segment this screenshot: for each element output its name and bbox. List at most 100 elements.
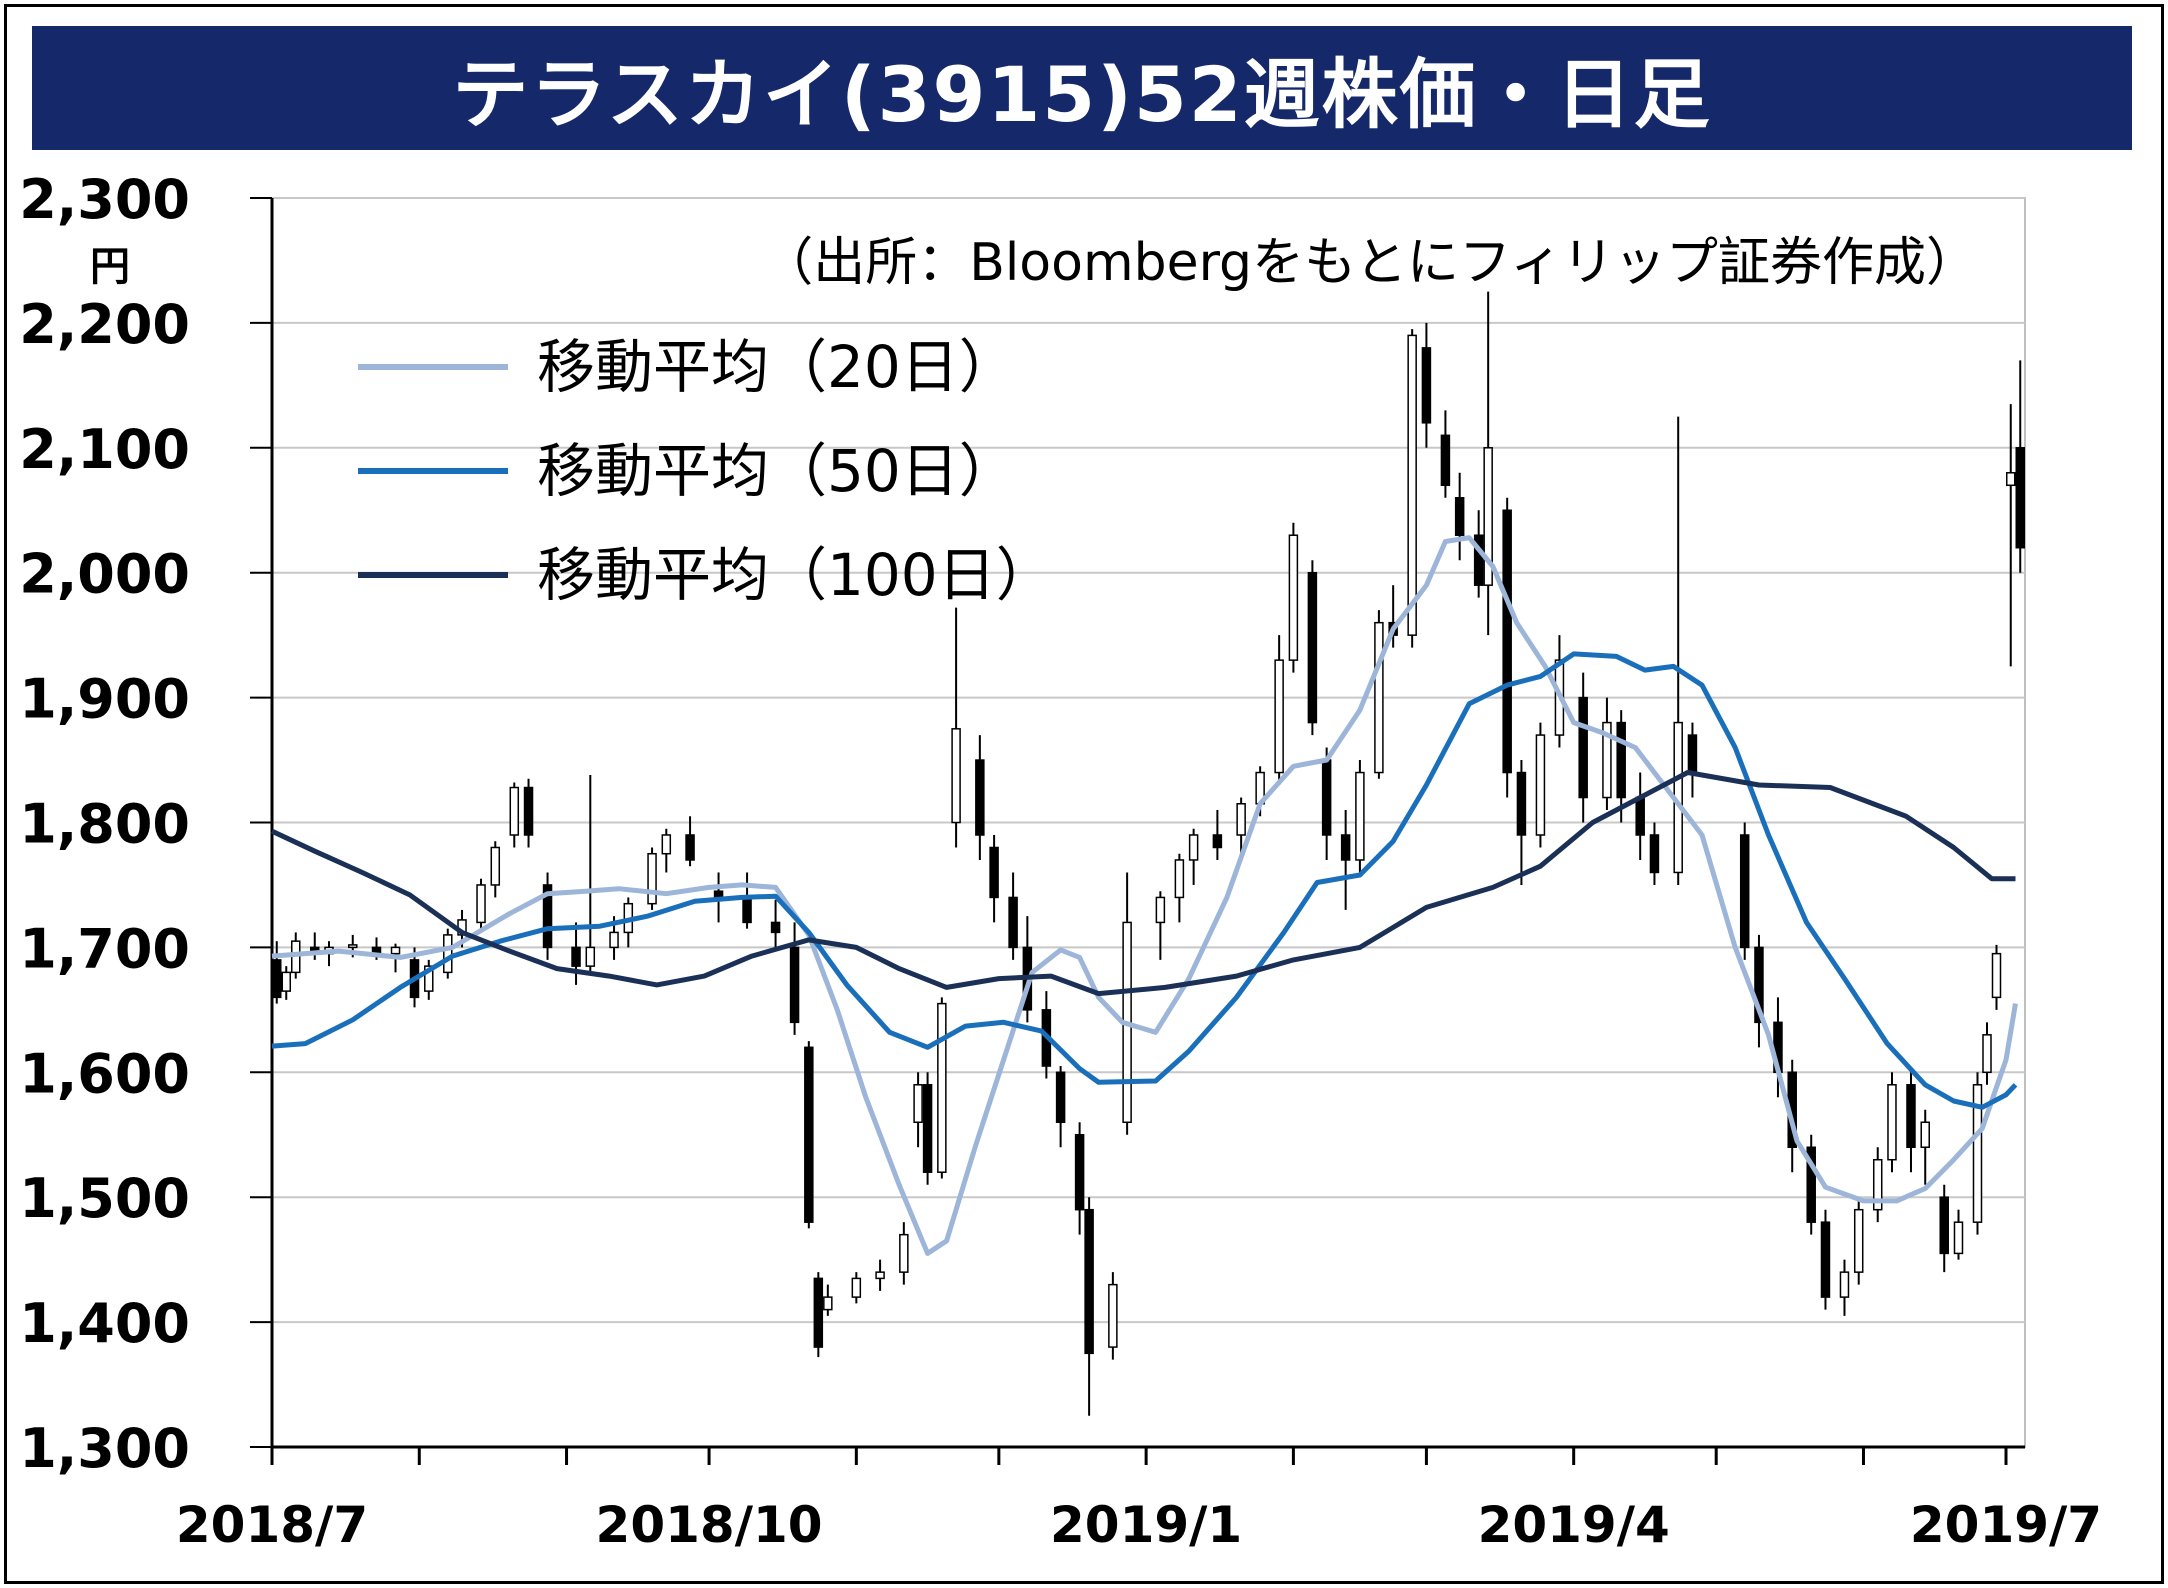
candle-body [390, 946, 401, 955]
candle-body [1212, 834, 1223, 849]
candle-body [281, 971, 292, 992]
ma-line-2 [271, 651, 2018, 1110]
candle-body [813, 1277, 824, 1348]
y-axis-ticks: 1,300 1,400 1,500 1,600 1,700 1,800 1,900 2,000… [19, 168, 272, 1480]
y-tick-label: 2,300 [19, 168, 190, 231]
y-tick-label: 1,300 [19, 1417, 190, 1480]
y-tick-label: 1,500 [19, 1167, 190, 1230]
x-tick-label: 2019/7 [1910, 1496, 2102, 1554]
candle-body [1982, 1034, 1992, 1074]
y-tick-label: 1,700 [19, 917, 190, 980]
ma-line-3 [270, 770, 2016, 997]
source-note: （出所：Bloombergをもとにフィリップ証券作成） [761, 233, 1978, 293]
candle-body [348, 944, 358, 949]
candle-body [647, 852, 657, 905]
candle-body [1174, 859, 1185, 899]
candle-body [1421, 347, 1432, 424]
candle-body [476, 884, 486, 924]
candle-body [1739, 834, 1750, 949]
y-axis-unit-label: 円 [90, 244, 130, 290]
candle-body [1616, 721, 1626, 799]
candle-body [2015, 447, 2025, 549]
x-tick-label: 2019/1 [1050, 1496, 1242, 1554]
candle-body [1440, 434, 1451, 487]
candle-body [1274, 659, 1284, 774]
candle-body [1502, 509, 1512, 774]
candle-body [1108, 1283, 1118, 1348]
candle-body [1084, 1208, 1094, 1355]
y-tick-label: 1,400 [19, 1292, 190, 1355]
candle-body [509, 786, 520, 836]
candle-body [1754, 946, 1764, 1024]
candle-body [1991, 952, 2002, 999]
candle-body [1340, 834, 1351, 861]
candle-body [1236, 803, 1246, 836]
candle-body [1155, 896, 1166, 924]
candle-body [1407, 334, 1417, 636]
candle-body [1188, 834, 1199, 861]
candle-body [1288, 534, 1299, 661]
candle-body [989, 846, 999, 899]
candle-body [1839, 1271, 1850, 1298]
candle-body [851, 1277, 862, 1298]
candle-body [1516, 771, 1527, 836]
candle-body [609, 931, 619, 949]
candle-body [2005, 472, 2016, 487]
candle-body [1074, 1134, 1085, 1211]
chart-title: テラスカイ(3915)52週株価・日足 [32, 26, 2132, 150]
candle-body [1535, 734, 1546, 836]
candle-body [1602, 721, 1612, 799]
candle-body [1939, 1196, 1949, 1255]
legend-label-2: 移動平均（50日） [537, 437, 1017, 505]
candle-body [937, 1002, 947, 1173]
candle-body [1649, 834, 1660, 874]
candle-body [1972, 1084, 1983, 1223]
y-tick-label: 1,800 [19, 793, 190, 856]
y-tick-label: 2,100 [19, 418, 190, 481]
candle-body [1887, 1084, 1897, 1161]
legend-label-3: 移動平均（100日） [537, 541, 1054, 609]
y-tick-label: 2,200 [19, 293, 190, 356]
candle-body [789, 946, 800, 1024]
candle-body [742, 896, 752, 924]
y-tick-label: 2,000 [19, 543, 190, 606]
candle-body [913, 1084, 923, 1124]
candle-body [1473, 534, 1484, 586]
gridlines [271, 197, 2026, 1448]
candle-body [770, 921, 781, 934]
candle-body [571, 946, 581, 967]
candle-body [713, 890, 724, 899]
candle-body [1321, 759, 1332, 836]
candle-body [523, 786, 534, 836]
x-axis-ticks: 2018/7 2018/10 2019/1 2019/4 2019/7 [176, 1447, 2102, 1554]
legend: 移動平均（20日） 移動平均（50日） 移動平均（100日） [358, 333, 1054, 609]
x-tick-label: 2018/7 [176, 1496, 368, 1554]
candle-body [899, 1233, 909, 1273]
x-tick-label: 2019/4 [1478, 1496, 1670, 1554]
candle-body [1483, 447, 1493, 586]
candle-body [1055, 1071, 1066, 1124]
candle-body [975, 759, 985, 836]
candle-body [685, 834, 695, 861]
candle-body [804, 1046, 814, 1223]
candle-body [272, 959, 282, 999]
candle-body [542, 884, 553, 949]
candle-body [1872, 1158, 1883, 1211]
candle-body [1578, 696, 1588, 799]
candlesticks [272, 291, 2025, 1416]
x-tick-label: 2018/10 [596, 1496, 823, 1554]
candle-body [823, 1296, 833, 1311]
ma-line-1 [271, 535, 2018, 1256]
candle-body [1687, 734, 1698, 774]
candle-body [1307, 571, 1318, 724]
candle-body [1820, 1221, 1831, 1298]
y-tick-label: 1,900 [19, 668, 190, 731]
candle-body [1920, 1121, 1930, 1148]
candle-body [1906, 1084, 1916, 1148]
candle-body [1454, 497, 1465, 536]
candle-body [585, 946, 596, 967]
candle-body [1853, 1208, 1864, 1273]
candle-body [661, 834, 672, 855]
candle-body [951, 728, 961, 824]
